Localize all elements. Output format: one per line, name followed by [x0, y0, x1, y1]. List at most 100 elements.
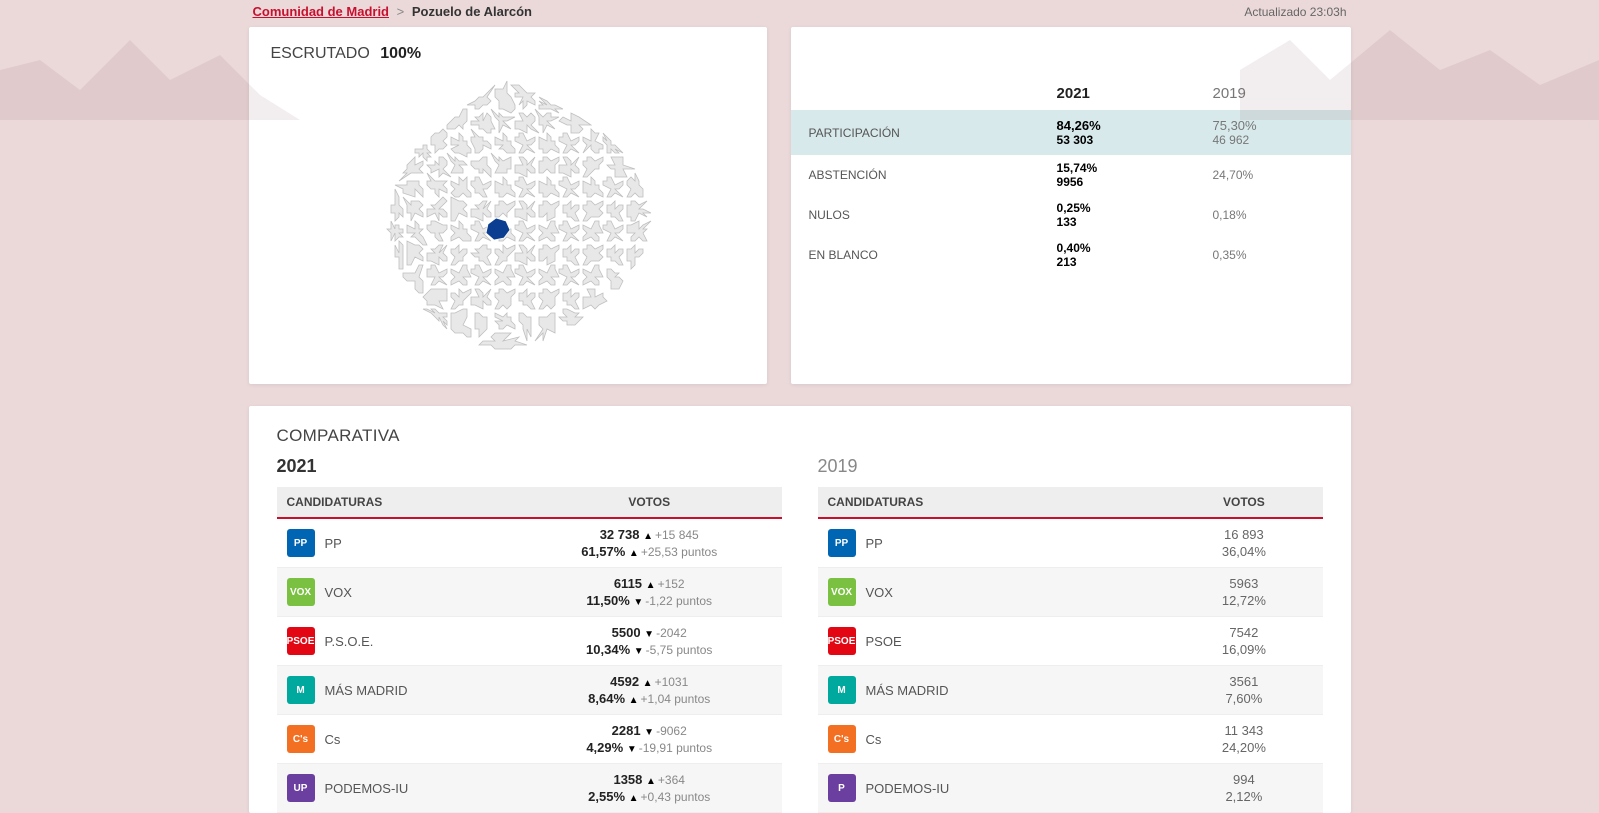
- map-municipality[interactable]: [563, 289, 579, 309]
- map-municipality[interactable]: [559, 133, 579, 153]
- map-municipality[interactable]: [427, 221, 447, 241]
- region-map[interactable]: [343, 69, 673, 359]
- map-municipality[interactable]: [395, 241, 403, 269]
- map-municipality[interactable]: [451, 177, 471, 197]
- map-municipality[interactable]: [451, 197, 467, 221]
- map-municipality[interactable]: [559, 221, 579, 241]
- map-municipality[interactable]: [427, 173, 447, 197]
- map-municipality[interactable]: [451, 221, 471, 241]
- map-municipality[interactable]: [495, 177, 515, 197]
- breadcrumb: Comunidad de Madrid > Pozuelo de Alarcón: [253, 4, 533, 19]
- map-municipality[interactable]: [423, 309, 447, 329]
- map-municipality[interactable]: [627, 221, 651, 241]
- map-municipality[interactable]: [451, 289, 471, 309]
- map-municipality[interactable]: [603, 177, 623, 197]
- map-municipality[interactable]: [539, 245, 559, 265]
- map-municipality[interactable]: [395, 181, 423, 197]
- map-municipality[interactable]: [539, 265, 559, 285]
- map-municipality[interactable]: [427, 157, 451, 177]
- map-municipality[interactable]: [495, 313, 515, 329]
- map-municipality[interactable]: [447, 109, 467, 129]
- breadcrumb-parent-link[interactable]: Comunidad de Madrid: [253, 4, 390, 19]
- map-municipality[interactable]: [495, 245, 515, 265]
- map-municipality[interactable]: [583, 177, 603, 197]
- map-municipality[interactable]: [539, 133, 559, 153]
- map-municipality[interactable]: [583, 201, 603, 221]
- map-municipality[interactable]: [583, 245, 603, 265]
- map-municipality[interactable]: [539, 157, 559, 173]
- map-municipality[interactable]: [471, 113, 495, 133]
- map-municipality[interactable]: [471, 289, 491, 309]
- map-municipality[interactable]: [515, 113, 539, 133]
- map-municipality[interactable]: [451, 133, 471, 157]
- map-municipality[interactable]: [519, 313, 531, 341]
- map-municipality[interactable]: [407, 241, 423, 265]
- map-municipality[interactable]: [387, 221, 403, 241]
- map-municipality[interactable]: [495, 289, 515, 309]
- map-municipality[interactable]: [399, 157, 423, 181]
- map-municipality[interactable]: [519, 289, 535, 309]
- map-municipality[interactable]: [515, 133, 535, 153]
- map-municipality[interactable]: [559, 177, 579, 197]
- map-municipality[interactable]: [415, 145, 431, 161]
- map-municipality[interactable]: [471, 245, 491, 265]
- map-municipality[interactable]: [423, 289, 447, 309]
- map-municipality[interactable]: [447, 153, 467, 173]
- map-municipality[interactable]: [491, 153, 511, 173]
- map-municipality[interactable]: [583, 221, 603, 241]
- map-municipality[interactable]: [495, 265, 515, 285]
- map-municipality[interactable]: [607, 157, 635, 177]
- map-municipality[interactable]: [515, 177, 535, 197]
- map-municipality[interactable]: [539, 289, 559, 309]
- map-municipality[interactable]: [603, 221, 623, 241]
- map-municipality[interactable]: [535, 109, 559, 133]
- map-municipality[interactable]: [603, 133, 623, 153]
- map-municipality[interactable]: [427, 245, 447, 265]
- map-municipality[interactable]: [607, 269, 623, 289]
- map-municipality[interactable]: [451, 265, 471, 285]
- map-municipality[interactable]: [539, 201, 559, 221]
- map-municipality[interactable]: [515, 265, 535, 285]
- map-municipality[interactable]: [479, 333, 527, 349]
- map-municipality[interactable]: [627, 201, 651, 221]
- map-municipality[interactable]: [515, 245, 535, 265]
- map-municipality[interactable]: [539, 177, 559, 197]
- map-municipality[interactable]: [427, 197, 447, 221]
- map-municipality[interactable]: [471, 201, 491, 221]
- map-municipality[interactable]: [495, 133, 515, 153]
- map-municipality[interactable]: [535, 313, 555, 341]
- map-municipality[interactable]: [627, 245, 643, 269]
- map-municipality[interactable]: [559, 265, 579, 285]
- map-municipality[interactable]: [607, 245, 623, 265]
- map-municipality[interactable]: [559, 113, 591, 133]
- map-municipality[interactable]: [403, 265, 423, 293]
- map-municipality[interactable]: [471, 177, 491, 197]
- map-municipality[interactable]: [471, 157, 491, 177]
- map-municipality[interactable]: [471, 265, 491, 285]
- map-municipality[interactable]: [583, 157, 603, 177]
- map-municipality[interactable]: [467, 85, 495, 109]
- map-municipality[interactable]: [607, 201, 623, 221]
- map-municipality[interactable]: [583, 265, 603, 285]
- map-municipality[interactable]: [451, 309, 471, 337]
- map-municipality[interactable]: [515, 221, 535, 241]
- map-municipality[interactable]: [627, 173, 643, 197]
- map-municipality[interactable]: [495, 201, 515, 217]
- map-municipality[interactable]: [563, 201, 579, 221]
- map-municipality[interactable]: [407, 221, 427, 245]
- map-municipality[interactable]: [539, 97, 563, 113]
- map-municipality[interactable]: [391, 189, 403, 221]
- map-municipality[interactable]: [451, 245, 467, 265]
- map-municipality[interactable]: [431, 129, 447, 153]
- map-municipality[interactable]: [475, 313, 487, 337]
- map-municipality[interactable]: [403, 197, 423, 221]
- map-municipality[interactable]: [427, 265, 447, 285]
- map-municipality[interactable]: [515, 201, 535, 221]
- map-municipality[interactable]: [559, 309, 583, 325]
- map-municipality[interactable]: [515, 157, 535, 177]
- map-municipality[interactable]: [563, 245, 579, 265]
- map-municipality[interactable]: [583, 129, 603, 153]
- map-municipality[interactable]: [583, 289, 607, 309]
- map-municipality[interactable]: [559, 157, 579, 177]
- map-municipality[interactable]: [539, 221, 559, 241]
